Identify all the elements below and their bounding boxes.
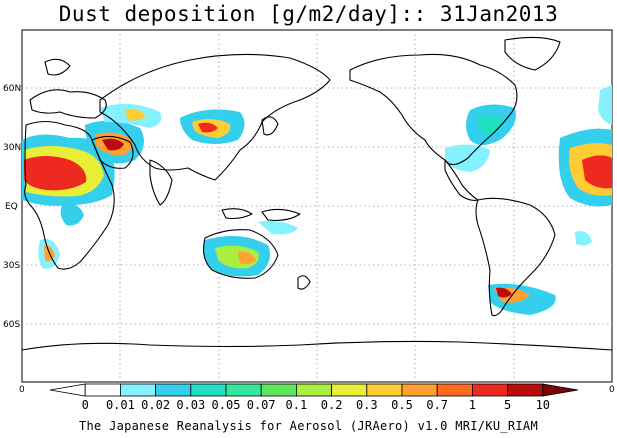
dust-europe-right: [598, 85, 612, 125]
dust-mideast-spot: [125, 108, 146, 121]
colorbar-swatch: [471, 383, 508, 397]
colorbar-label: 0.05: [212, 398, 241, 412]
colorbar-label: 0.3: [356, 398, 378, 412]
x-axis-right-label: 0: [609, 385, 615, 395]
colorbar-swatch: [84, 383, 121, 397]
colorbar-label: 0.07: [247, 398, 276, 412]
colorbar-swatch: [49, 383, 86, 397]
lat-label-30s: 30S: [3, 261, 20, 271]
data-credit: The Japanese Reanalysis for Aerosol (JRA…: [78, 419, 538, 433]
dust-indonesia: [258, 220, 298, 235]
colorbar-swatch: [436, 383, 473, 397]
colorbar-label: 0: [82, 398, 89, 412]
colorbar-swatch: [120, 383, 157, 397]
colorbar-swatch: [401, 383, 438, 397]
dust-asia-core: [198, 122, 218, 133]
x-axis-left-label: 0: [19, 385, 25, 395]
colorbar-label: 0.2: [321, 398, 343, 412]
colorbar-label: 5: [504, 398, 511, 412]
colorbar-label: 0.02: [141, 398, 170, 412]
dust-central-africa: [60, 203, 84, 226]
colorbar-label: 10: [536, 398, 550, 412]
colorbar-label: 0.01: [106, 398, 135, 412]
colorbar-label: 0.5: [391, 398, 413, 412]
dust-arabia-core: [102, 138, 124, 151]
colorbar-swatch: [507, 383, 544, 397]
dust-sa-spot: [575, 231, 592, 246]
colorbar-swatch: [155, 383, 192, 397]
lat-label-60s: 60S: [3, 320, 20, 330]
colorbar-label: 0.1: [286, 398, 308, 412]
colorbar-swatch: [295, 383, 332, 397]
colorbar-swatch: [190, 383, 227, 397]
lat-label-eq: EQ: [5, 202, 18, 212]
colorbar-swatch: [542, 383, 579, 397]
lat-label-60n: 60N: [3, 84, 21, 94]
colorbar: 0 0.01 0.02 0.03 0.05 0.07 0.1 0.2 0.3 0.5 0.7 1 5 10: [49, 383, 579, 412]
dust-atlantic-core: [582, 155, 612, 189]
lat-label-30n: 30N: [3, 143, 21, 153]
dust-na-east-core: [477, 115, 504, 136]
dust-patagonia-core: [496, 287, 512, 298]
colorbar-label: 1: [469, 398, 476, 412]
dust-fields: [22, 85, 612, 315]
colorbar-label: 0.03: [176, 398, 205, 412]
colorbar-swatch: [366, 383, 403, 397]
colorbar-swatch: [225, 383, 262, 397]
coastlines: [21, 36, 613, 351]
graticule: [22, 30, 612, 382]
colorbar-label: 0.7: [426, 398, 448, 412]
dust-australia-core: [238, 251, 256, 264]
dust-sahara-core: [24, 156, 87, 191]
colorbar-swatch: [331, 383, 368, 397]
map-title: Dust deposition [g/m2/day]:: 31Jan2013: [58, 2, 559, 26]
colorbar-swatch: [260, 383, 297, 397]
